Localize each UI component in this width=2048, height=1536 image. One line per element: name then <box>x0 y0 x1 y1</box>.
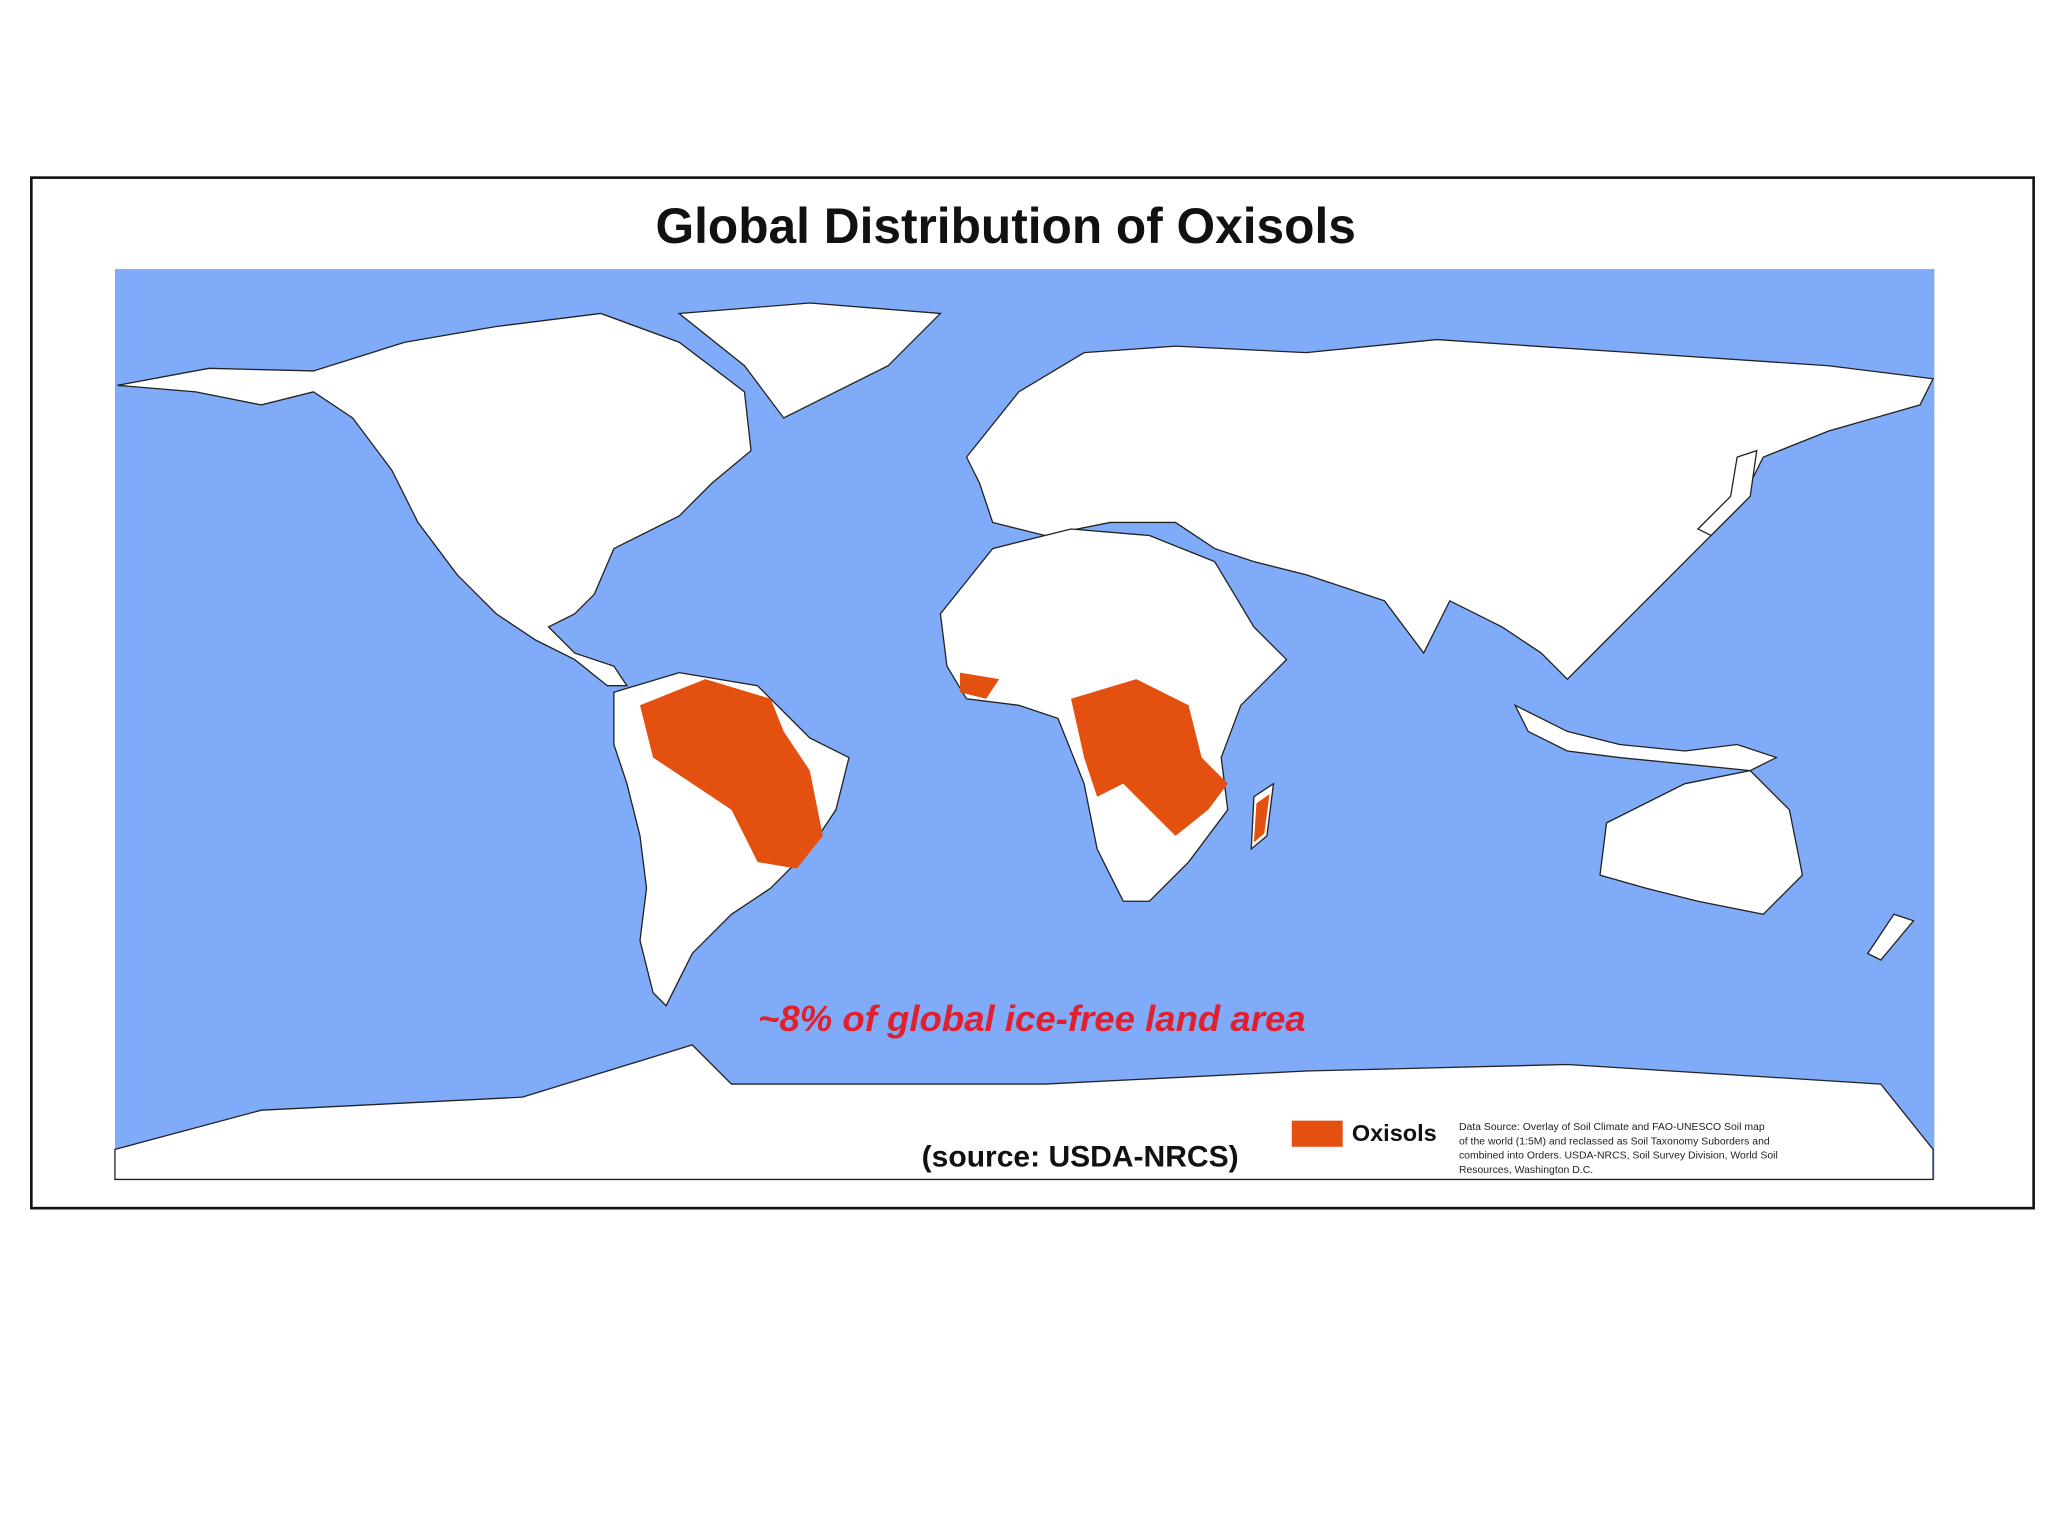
data-source-note: Data Source: Overlay of Soil Climate and… <box>1459 1122 1778 1176</box>
eurasia <box>965 338 1935 681</box>
indonesia <box>1513 703 1779 772</box>
source: (source: USDA-NRCS) <box>922 1140 1239 1173</box>
annotation: ~8% of global ice-free land area <box>758 998 1306 1039</box>
map-title: Global Distribution of Oxisols <box>656 198 1356 254</box>
greenland <box>677 302 942 419</box>
note-line: Resources, Washington D.C. <box>1459 1165 1593 1176</box>
antarctica <box>114 1044 1934 1181</box>
note-line: Data Source: Overlay of Soil Climate and… <box>1459 1122 1765 1133</box>
note-line: of the world (1:5M) and reclassed as Soi… <box>1459 1136 1770 1147</box>
new-zealand <box>1866 913 1915 961</box>
map <box>114 269 1935 1181</box>
oxisol-region <box>640 679 823 869</box>
australia <box>1599 769 1804 915</box>
north-america <box>117 312 752 687</box>
legend-swatch <box>1291 1120 1343 1147</box>
oxisol-region <box>960 672 1000 699</box>
oxisol-region <box>1071 679 1228 836</box>
note-line: combined into Orders. USDA-NRCS, Soil Su… <box>1459 1151 1778 1162</box>
oxisol-region <box>1253 794 1270 843</box>
japan <box>1696 449 1758 537</box>
legend-label: Oxisols <box>1352 1120 1437 1146</box>
